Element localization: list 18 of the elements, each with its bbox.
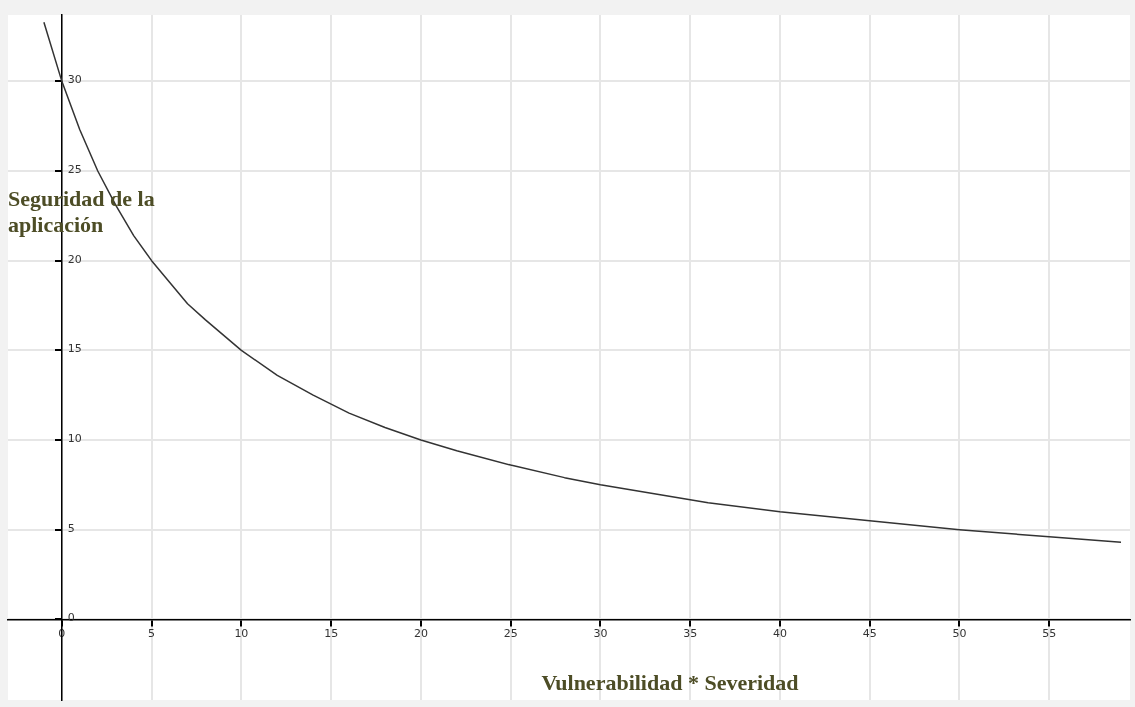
x-tick-label: 45	[862, 626, 877, 640]
y-tick-label: 10	[67, 431, 82, 445]
y-tick-label: 30	[67, 73, 82, 87]
x-tick-label: 30	[593, 626, 608, 640]
x-tick-label: 40	[772, 626, 787, 640]
y-tick-label: 5	[67, 521, 75, 535]
y-tick-label: 25	[67, 162, 82, 176]
x-tick-label: 55	[1042, 626, 1057, 640]
x-tick-label: 35	[683, 626, 698, 640]
y-tick-label: 20	[67, 252, 82, 266]
y-tick-label: 15	[67, 342, 82, 356]
x-tick-label: 10	[234, 626, 249, 640]
x-tick-label: 5	[148, 626, 156, 640]
x-axis-title: Vulnerabilidad * Severidad	[540, 670, 800, 696]
x-tick-label: 50	[952, 626, 967, 640]
x-tick-label: 15	[324, 626, 339, 640]
x-tick-label: 25	[503, 626, 518, 640]
x-tick-label: 20	[413, 626, 428, 640]
